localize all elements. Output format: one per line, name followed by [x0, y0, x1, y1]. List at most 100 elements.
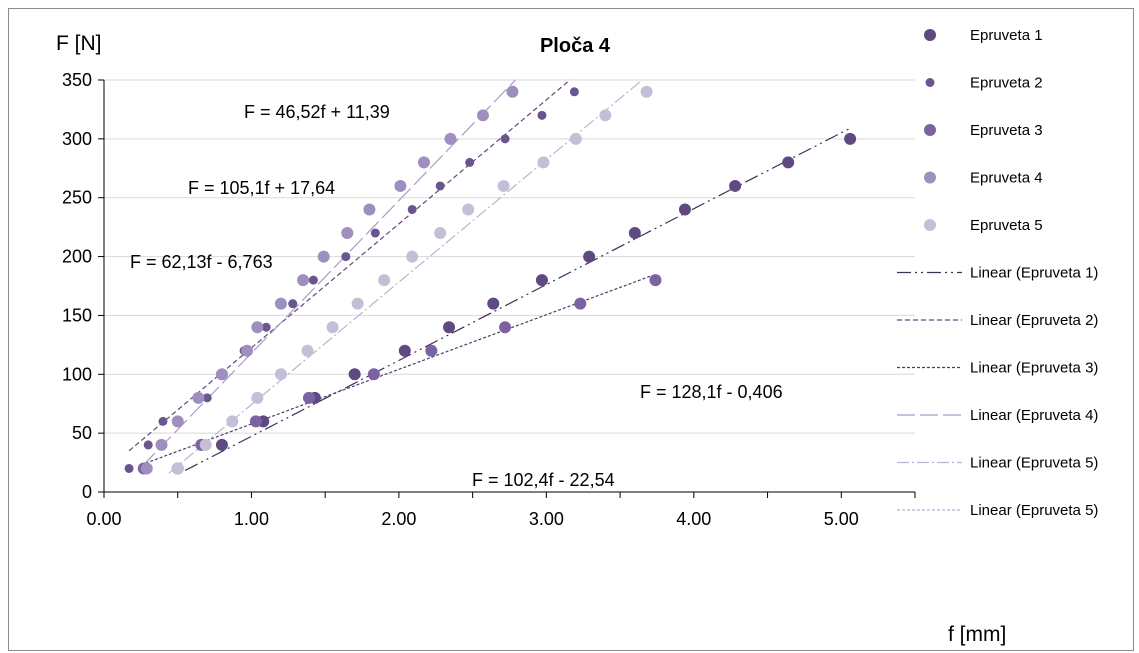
- y-tick-label: 150: [62, 305, 92, 325]
- data-point: [434, 227, 447, 240]
- data-point: [326, 321, 339, 334]
- data-point: [435, 181, 445, 191]
- legend-label: Linear (Epruveta 4): [970, 407, 1098, 424]
- data-point: [487, 297, 500, 310]
- y-tick-label: 300: [62, 129, 92, 149]
- data-point: [226, 415, 239, 428]
- data-point: [274, 368, 287, 381]
- chart-frame: [8, 8, 1134, 651]
- x-axis-title: f [mm]: [948, 623, 1006, 646]
- data-point: [583, 250, 596, 263]
- legend-marker: [924, 171, 936, 184]
- data-point: [143, 440, 153, 450]
- x-tick-label: 0.00: [86, 509, 121, 529]
- data-point: [537, 156, 550, 169]
- data-point: [398, 344, 411, 357]
- legend-marker: [924, 29, 936, 41]
- x-tick-label: 4.00: [676, 509, 711, 529]
- legend-label: Linear (Epruveta 5): [970, 455, 1098, 472]
- data-point: [497, 179, 510, 192]
- data-point: [537, 110, 547, 120]
- equation-label: F = 105,1f + 17,64: [188, 178, 335, 198]
- data-point: [476, 109, 489, 122]
- data-point: [274, 297, 287, 310]
- y-tick-label: 0: [82, 482, 92, 502]
- data-point: [465, 157, 475, 167]
- data-point: [155, 438, 168, 451]
- equation-label: F = 128,1f - 0,406: [640, 382, 783, 402]
- data-point: [500, 134, 510, 144]
- data-point: [370, 228, 380, 238]
- data-point: [302, 391, 315, 404]
- data-point: [535, 274, 548, 287]
- data-point: [171, 462, 184, 475]
- data-point: [844, 132, 857, 145]
- legend: Epruveta 1 Epruveta 2 Epruveta 3 Epruveta 4…: [897, 27, 1098, 519]
- data-point: [499, 321, 512, 334]
- trendline: [184, 127, 851, 471]
- data-point: [249, 415, 262, 428]
- data-point: [363, 203, 376, 216]
- x-tick-label: 3.00: [529, 509, 564, 529]
- legend-label: Epruveta 1: [970, 27, 1043, 44]
- data-point: [351, 297, 364, 310]
- data-point: [341, 227, 354, 240]
- trendline: [128, 79, 571, 452]
- data-point: [261, 322, 271, 332]
- data-point: [378, 274, 391, 287]
- y-tick-label: 250: [62, 188, 92, 208]
- legend-label: Epruveta 2: [970, 75, 1043, 92]
- data-point: [569, 87, 579, 97]
- data-point: [158, 416, 168, 426]
- data-point: [308, 275, 318, 285]
- data-point: [301, 344, 314, 357]
- data-point: [348, 368, 361, 381]
- data-point: [444, 132, 457, 145]
- data-point: [729, 179, 742, 192]
- data-point: [192, 391, 205, 404]
- data-point: [443, 321, 456, 334]
- legend-label: Linear (Epruveta 5): [970, 502, 1098, 519]
- data-point: [241, 344, 254, 357]
- data-point: [251, 321, 264, 334]
- labels: Ploča 4 F [N] f [mm] F = 46,52f + 11,39 …: [56, 32, 1006, 646]
- data-point: [199, 438, 212, 451]
- data-point: [288, 299, 298, 309]
- legend-marker: [925, 78, 935, 87]
- equation-label: F = 62,13f - 6,763: [130, 252, 273, 272]
- data-point: [367, 368, 380, 381]
- trendline: [140, 274, 653, 466]
- equation-label: F = 46,52f + 11,39: [244, 102, 390, 122]
- legend-label: Epruveta 3: [970, 122, 1043, 139]
- x-tick-label: 2.00: [381, 509, 416, 529]
- data-point: [251, 391, 264, 404]
- data-point: [202, 393, 212, 403]
- data-point: [406, 250, 419, 263]
- chart-title: Ploča 4: [540, 35, 611, 57]
- data-point: [140, 462, 153, 475]
- legend-label: Linear (Epruveta 2): [970, 312, 1098, 329]
- data-point: [649, 274, 662, 287]
- legend-marker: [924, 219, 936, 231]
- legend-label: Epruveta 4: [970, 170, 1043, 187]
- data-point: [462, 203, 475, 216]
- data-point: [678, 203, 691, 216]
- data-point: [317, 250, 330, 263]
- axes: 0 50 100 150 200 250 300 350 0.00 1.00 2.00 3.00 4.0…: [62, 70, 916, 529]
- gridlines: [104, 79, 915, 434]
- data-point: [782, 156, 795, 169]
- data-point: [407, 204, 417, 214]
- y-tick-label: 350: [62, 70, 92, 90]
- trendlines: [128, 79, 851, 474]
- trendline: [141, 79, 516, 467]
- data-point: [425, 344, 438, 357]
- x-tick-label: 1.00: [234, 509, 269, 529]
- data-point: [574, 297, 587, 310]
- y-tick-label: 50: [72, 423, 92, 443]
- data-point: [171, 415, 184, 428]
- data-point: [599, 109, 612, 122]
- legend-marker: [924, 124, 936, 136]
- data-point: [394, 179, 407, 192]
- legend-label: Linear (Epruveta 3): [970, 360, 1098, 377]
